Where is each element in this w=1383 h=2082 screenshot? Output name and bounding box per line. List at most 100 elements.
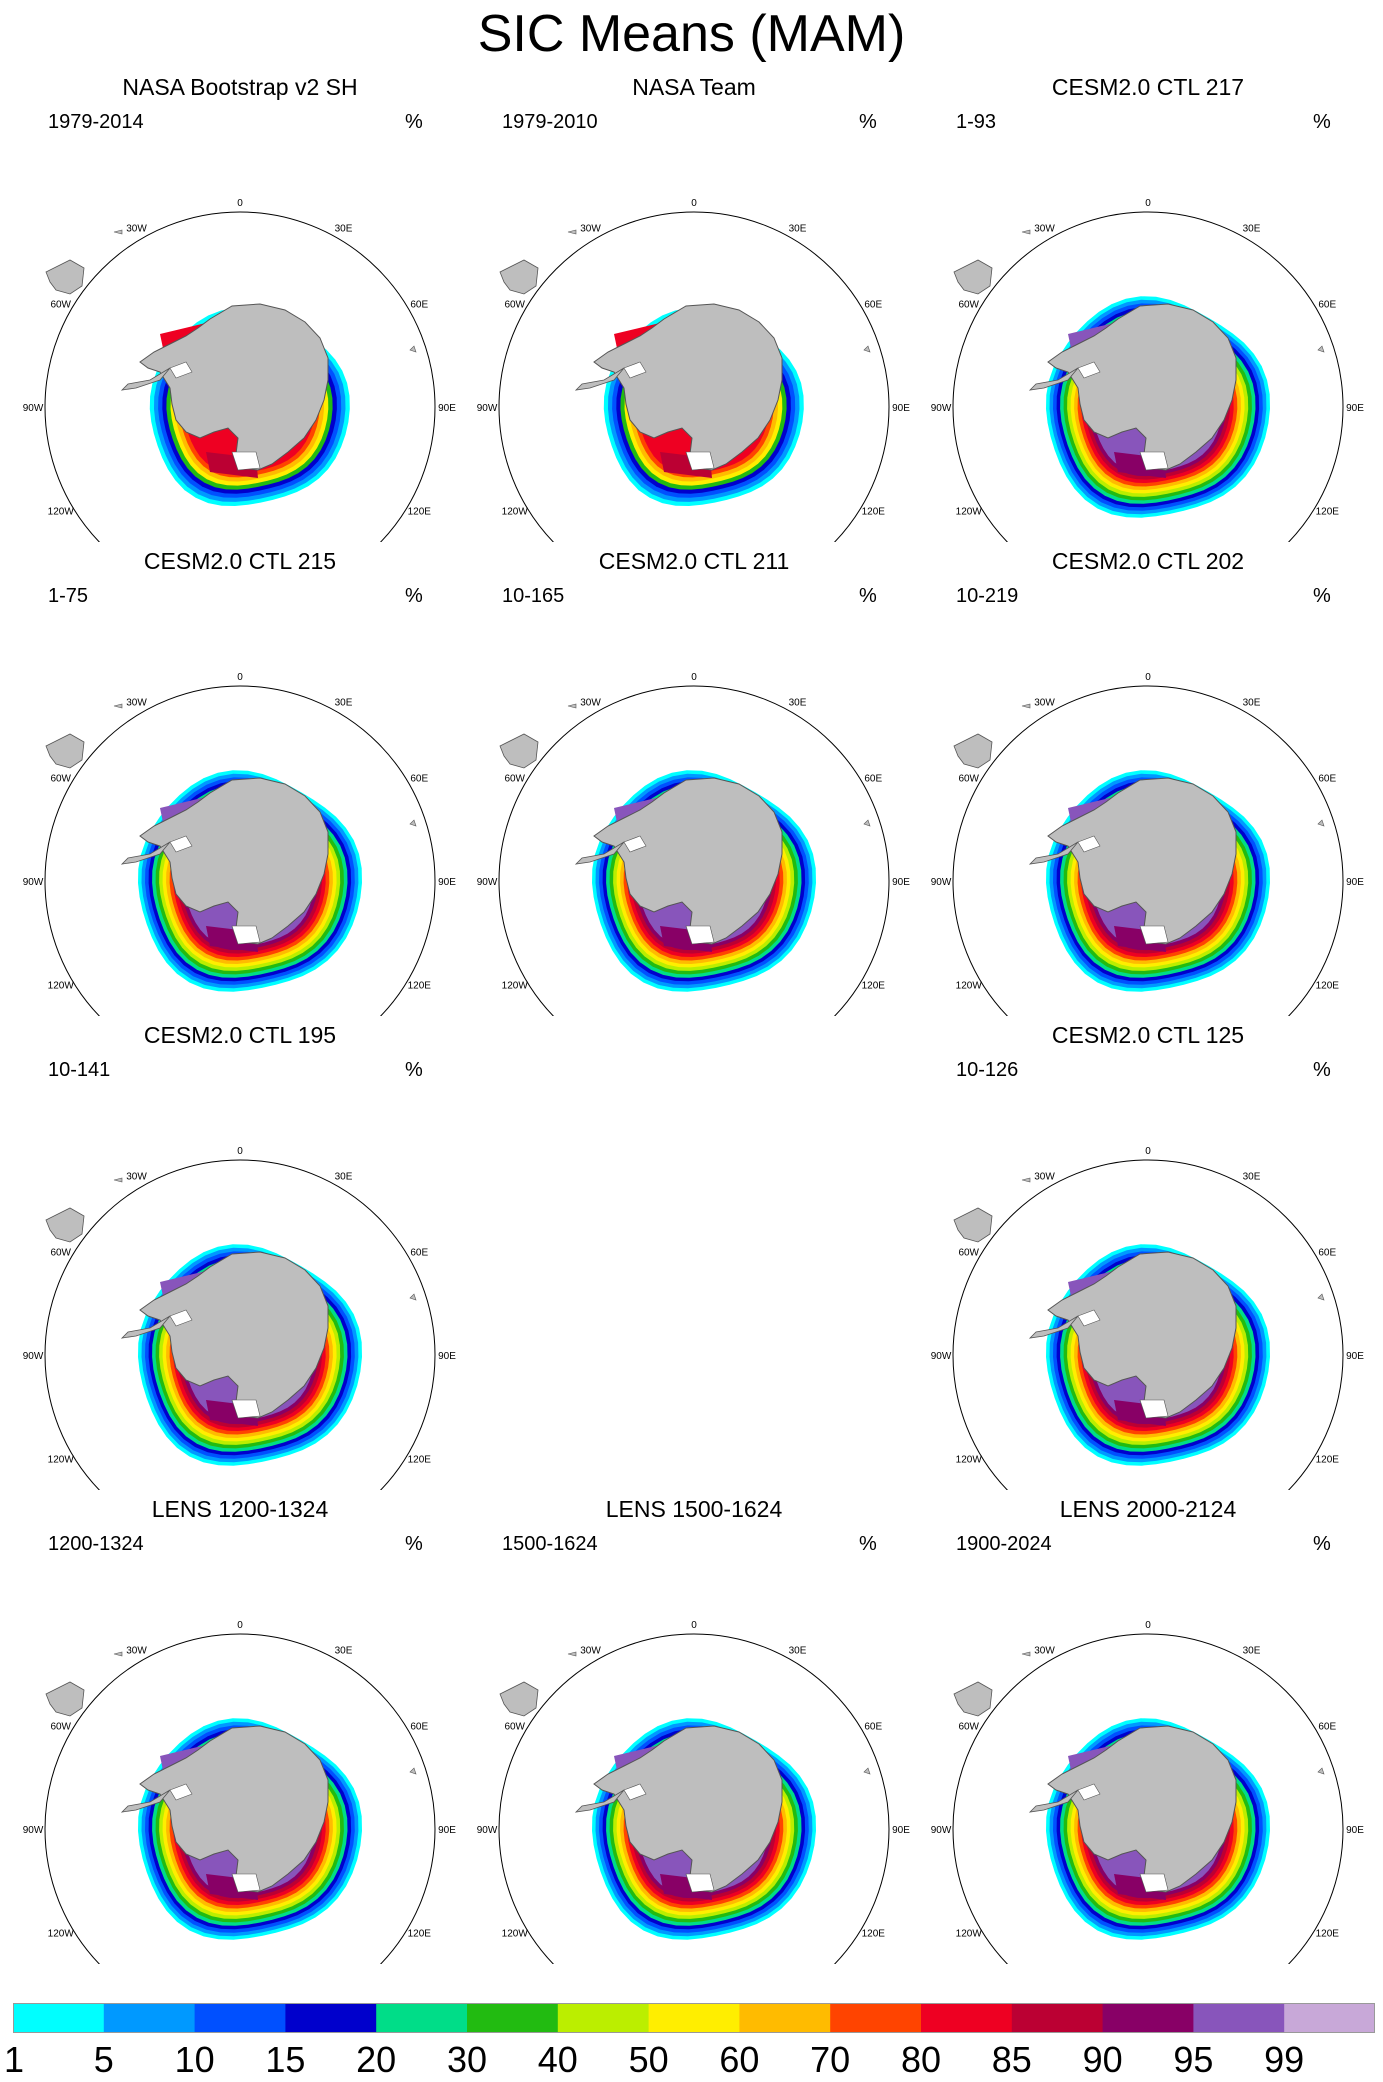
lon-label-west: 30W	[126, 1172, 147, 1183]
lon-label-east: 120E	[1316, 981, 1340, 992]
polar-map: 018030W30E60W60E90W90E120W120E150W150E	[477, 1620, 910, 1964]
lon-label-east: 90E	[438, 877, 456, 888]
polar-map: 018030W30E60W60E90W90E120W120E150W150E	[931, 198, 1364, 542]
map-panel: NASA Team 1979-2010 % 018030W30E60W60E90…	[464, 72, 924, 542]
lon-label-west: 120W	[48, 507, 75, 518]
south-america-landmass	[953, 1681, 993, 1717]
panel-title: LENS 1500-1624	[605, 1496, 783, 1522]
lon-label-west: 30W	[1034, 224, 1055, 235]
panel-title: CESM2.0 CTL 195	[143, 1022, 337, 1048]
lon-label-west: 60W	[50, 300, 71, 311]
lon-label-east: 60E	[1318, 1722, 1336, 1733]
panel-years: 1-93	[956, 111, 997, 133]
island-landmass	[1317, 1767, 1325, 1775]
lon-label-0: 0	[691, 672, 697, 683]
colorbar-label: 5	[93, 2039, 114, 2080]
panel-unit: %	[405, 1533, 423, 1555]
lon-label-east: 90E	[438, 403, 456, 414]
lon-label-east: 30E	[789, 698, 807, 709]
lon-label-west: 60W	[504, 300, 525, 311]
lon-label-west: 120W	[956, 1929, 983, 1940]
panel-years: 1200-1324	[48, 1533, 144, 1555]
panel-unit: %	[859, 585, 877, 607]
map-boundary	[44, 1633, 436, 1964]
lon-label-west: 30W	[1034, 698, 1055, 709]
lon-label-west: 120W	[502, 981, 529, 992]
map-panel: LENS 1200-1324 1200-1324 % 018030W30E60W…	[10, 1494, 470, 1964]
colorbar-segment	[830, 2003, 922, 2033]
lon-label-west: 90W	[477, 403, 498, 414]
lon-label-west: 30W	[580, 1646, 601, 1657]
ice-shelf	[685, 451, 715, 471]
polar-map: 018030W30E60W60E90W90E120W120E150W150E	[931, 672, 1364, 1016]
island-landmass	[113, 1651, 123, 1657]
lon-label-west: 60W	[958, 1722, 979, 1733]
lon-label-east: 120E	[862, 981, 886, 992]
map-panel: LENS 1500-1624 1500-1624 % 018030W30E60W…	[464, 1494, 924, 1964]
island-landmass	[1021, 1177, 1031, 1183]
map-boundary	[44, 211, 436, 542]
antarctica-landmass	[1047, 1725, 1237, 1893]
south-america-landmass	[45, 733, 85, 769]
antarctica-landmass	[1047, 303, 1237, 471]
colorbar-label: 80	[900, 2039, 942, 2080]
colorbar-label: 85	[991, 2039, 1032, 2080]
lon-label-west: 60W	[958, 1248, 979, 1259]
antarctic-peninsula	[574, 841, 625, 865]
antarctic-peninsula	[1028, 841, 1079, 865]
colorbar-label: 1	[4, 2039, 25, 2080]
lon-label-west: 30W	[1034, 1646, 1055, 1657]
island-landmass	[863, 819, 871, 827]
lon-label-east: 60E	[410, 774, 428, 785]
panel-unit: %	[1313, 1533, 1331, 1555]
ice-shelf	[169, 1309, 193, 1327]
polar-map: 018030W30E60W60E90W90E120W120E150W150E	[23, 198, 456, 542]
panel-title: NASA Bootstrap v2 SH	[122, 74, 358, 100]
lon-label-west: 90W	[23, 1351, 44, 1362]
colorbar-segment	[648, 2003, 740, 2033]
panel-title: CESM2.0 CTL 211	[598, 548, 790, 574]
lon-label-east: 30E	[335, 698, 353, 709]
antarctic-peninsula	[1028, 1315, 1079, 1339]
lon-label-east: 60E	[410, 1722, 428, 1733]
panel-years: 10-141	[48, 1059, 111, 1081]
panel-years: 10-219	[956, 585, 1019, 607]
lon-label-0: 0	[237, 198, 243, 209]
lon-label-east: 30E	[1243, 1172, 1261, 1183]
lon-label-west: 90W	[477, 877, 498, 888]
lon-label-east: 120E	[1316, 507, 1340, 518]
map-boundary	[498, 211, 890, 542]
ice-shelf	[231, 925, 261, 945]
colorbar-label: 95	[1173, 2039, 1214, 2080]
antarctica-landmass	[1047, 1251, 1237, 1419]
polar-map: 018030W30E60W60E90W90E120W120E150W150E	[931, 1146, 1364, 1490]
lon-label-west: 30W	[580, 698, 601, 709]
island-landmass	[1317, 1293, 1325, 1301]
lon-label-east: 120E	[862, 507, 886, 518]
panel-unit: %	[1313, 1059, 1331, 1081]
antarctica-landmass	[139, 777, 329, 945]
map-boundary	[498, 1633, 890, 1964]
lon-label-east: 90E	[1346, 877, 1364, 888]
colorbar-labels: 1 5 10 15 20 30 40 50 60 70 80 85 90 95 99	[0, 2038, 1383, 2082]
panel-title: LENS 1200-1324	[151, 1496, 329, 1522]
antarctica-landmass	[593, 1725, 783, 1893]
island-landmass	[409, 345, 417, 353]
lon-label-west: 90W	[931, 1351, 952, 1362]
lon-label-west: 60W	[50, 774, 71, 785]
panel-unit: %	[859, 1533, 877, 1555]
lon-label-east: 60E	[410, 300, 428, 311]
colorbar-label: 70	[810, 2039, 851, 2080]
panel-unit: %	[1313, 111, 1331, 133]
map-panel: CESM2.0 CTL 202 10-219 % 018030W30E60W60…	[918, 546, 1378, 1016]
ice-shelf	[1139, 1873, 1169, 1893]
colorbar-label: 40	[537, 2039, 578, 2080]
panel-years: 10-165	[502, 585, 565, 607]
antarctica-landmass	[139, 303, 329, 471]
panel-title: CESM2.0 CTL 217	[1051, 74, 1245, 100]
lon-label-west: 30W	[1034, 1172, 1055, 1183]
south-america-landmass	[953, 733, 993, 769]
map-panel: CESM2.0 CTL 215 1-75 % 018030W30E60W60E9…	[10, 546, 470, 1016]
ice-shelf	[1139, 451, 1169, 471]
lon-label-east: 90E	[1346, 403, 1364, 414]
